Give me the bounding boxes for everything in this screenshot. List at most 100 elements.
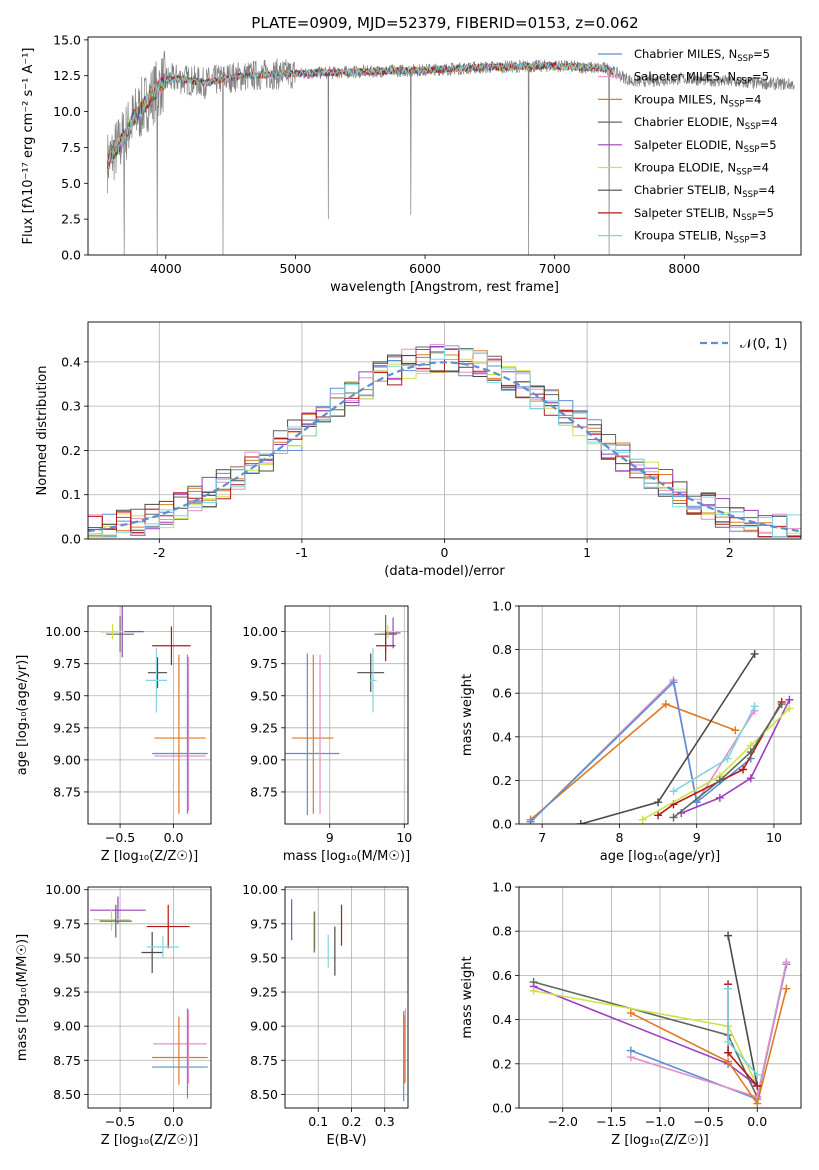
y-tick-label: 1.0 <box>492 880 512 895</box>
y-tick-label: 12.5 <box>53 68 81 83</box>
x-tick-label: 8000 <box>668 261 700 276</box>
plus-marker <box>746 748 755 757</box>
plus-marker <box>576 820 585 824</box>
x-tick-label: 9 <box>326 830 334 845</box>
mass-vs-extinction-panel: 0.1 0.2 0.3 8.50 8.75 9.00 9.25 9.50 9.75 10.00 E(… <box>242 882 409 1148</box>
x-tick-label: 0.2 <box>342 1114 362 1129</box>
y-tick-label: 8.50 <box>250 1087 278 1102</box>
series-line <box>530 680 752 823</box>
model-spectrum-line <box>107 61 614 164</box>
x-tick-label: 7000 <box>539 261 571 276</box>
legend-entry: Chabrier STELIB, NSSP=4 <box>634 183 775 200</box>
model-spectrum-line <box>107 61 614 164</box>
plot-area <box>88 344 801 538</box>
x-tick-label: 0.1 <box>308 1114 328 1129</box>
plus-marker <box>785 704 794 713</box>
x-tick-label: 0.3 <box>375 1114 395 1129</box>
y-tick-label: 9.00 <box>53 752 81 767</box>
plus-marker <box>746 774 755 783</box>
y-tick-label: 9.25 <box>250 720 278 735</box>
legend-entry: Kroupa STELIB, NSSP=3 <box>634 229 766 246</box>
plus-marker <box>739 765 748 774</box>
y-tick-label: 9.00 <box>250 752 278 767</box>
plus-marker <box>782 958 791 967</box>
y-tick-label: 9.25 <box>53 985 81 1000</box>
plus-marker <box>626 1008 635 1017</box>
plus-marker <box>750 702 759 711</box>
plus-marker <box>723 754 732 763</box>
age-vs-mass-panel: 9 10 8.75 9.00 9.25 9.50 9.75 10.00 mass [log₁₀(… <box>242 605 412 864</box>
x-tick-label: −2.0 <box>548 1114 578 1129</box>
y-tick-label: 0.2 <box>61 443 81 458</box>
figure-title: PLATE=0909, MJD=52379, FIBERID=0153, z=0… <box>251 14 638 32</box>
y-tick-label: 0.3 <box>61 399 81 414</box>
y-tick-label: 9.50 <box>53 950 81 965</box>
plus-marker <box>724 984 733 993</box>
y-tick-label: 9.75 <box>250 916 278 931</box>
legend-entry: Salpeter STELIB, NSSP=5 <box>634 206 774 223</box>
x-tick-label: -1 <box>296 545 308 560</box>
x-tick-label: −0.5 <box>693 1114 723 1129</box>
axes-frame <box>518 605 802 825</box>
plus-marker <box>626 1053 635 1062</box>
x-axis-label: Z [log₁₀(Z/Z☉)] <box>101 849 198 864</box>
x-tick-label: 10 <box>766 830 782 845</box>
y-axis-label: Normed distribution <box>35 366 50 496</box>
y-tick-label: 10.00 <box>242 882 278 897</box>
plot-area <box>107 50 795 255</box>
plot-area <box>526 649 794 824</box>
plot-area <box>291 899 406 1102</box>
plus-marker <box>669 813 678 822</box>
plus-marker <box>753 1099 762 1108</box>
y-tick-label: 9.75 <box>53 916 81 931</box>
x-tick-label: 4000 <box>150 261 182 276</box>
y-tick-label: 8.75 <box>250 1053 278 1068</box>
x-tick-label: 10 <box>396 830 412 845</box>
y-tick-label: 0.8 <box>492 924 512 939</box>
y-tick-label: 0.0 <box>61 248 81 263</box>
plus-marker <box>669 678 678 687</box>
y-axis-label: mass weight <box>460 674 475 756</box>
y-tick-label: 0.4 <box>61 354 81 369</box>
x-tick-label: −0.5 <box>105 1114 135 1129</box>
plus-marker <box>724 931 733 940</box>
series-line <box>673 703 783 819</box>
y-axis-label: mass [log₁₀(M/M☉)] <box>15 934 30 1061</box>
y-tick-label: 0.4 <box>492 1012 512 1027</box>
plus-marker <box>782 984 791 993</box>
axes-frame <box>87 36 802 256</box>
x-axis-label: (data-model)/error <box>384 564 505 579</box>
plus-marker <box>724 1037 733 1046</box>
y-tick-label: 8.75 <box>53 1053 81 1068</box>
y-tick-label: 0.6 <box>492 968 512 983</box>
y-tick-label: 0.0 <box>61 532 81 547</box>
y-tick-label: 10.0 <box>53 104 81 119</box>
plus-marker <box>731 726 740 735</box>
spectrum-legend: Chabrier MILES, NSSP=5 Salpeter MILES, NS… <box>598 47 778 246</box>
model-spectrum-line <box>107 61 614 169</box>
plot-area <box>529 931 791 1108</box>
y-tick-label: 9.75 <box>250 656 278 671</box>
plot-area <box>90 896 208 1099</box>
observed-spectrum-line <box>107 50 795 255</box>
y-tick-label: 9.00 <box>53 1019 81 1034</box>
y-tick-label: 7.5 <box>61 140 81 155</box>
series-line <box>642 707 790 821</box>
plus-marker <box>750 649 759 658</box>
y-tick-label: 0.2 <box>492 1056 512 1071</box>
x-tick-label: 0 <box>441 545 449 560</box>
y-tick-label: 9.25 <box>250 985 278 1000</box>
series-line <box>680 699 791 814</box>
y-tick-label: 9.75 <box>53 656 81 671</box>
x-axis-label: Z [log₁₀(Z/Z☉)] <box>611 1133 708 1148</box>
legend-entry: 𝒩(0, 1) <box>740 337 787 352</box>
plus-marker <box>654 811 663 820</box>
series-line <box>580 653 756 824</box>
legend-entry: Salpeter MILES, NSSP=5 <box>634 70 769 87</box>
y-tick-label: 10.00 <box>45 882 81 897</box>
y-tick-label: 10.00 <box>45 624 81 639</box>
x-tick-label: −1.5 <box>596 1114 626 1129</box>
plus-marker <box>715 776 724 785</box>
mass-weight-vs-age-panel: 7 8 9 10 0.0 0.2 0.4 0.6 0.8 1.0 age [log₁₀(age/yr… <box>460 599 802 864</box>
axes-frame <box>87 605 212 825</box>
